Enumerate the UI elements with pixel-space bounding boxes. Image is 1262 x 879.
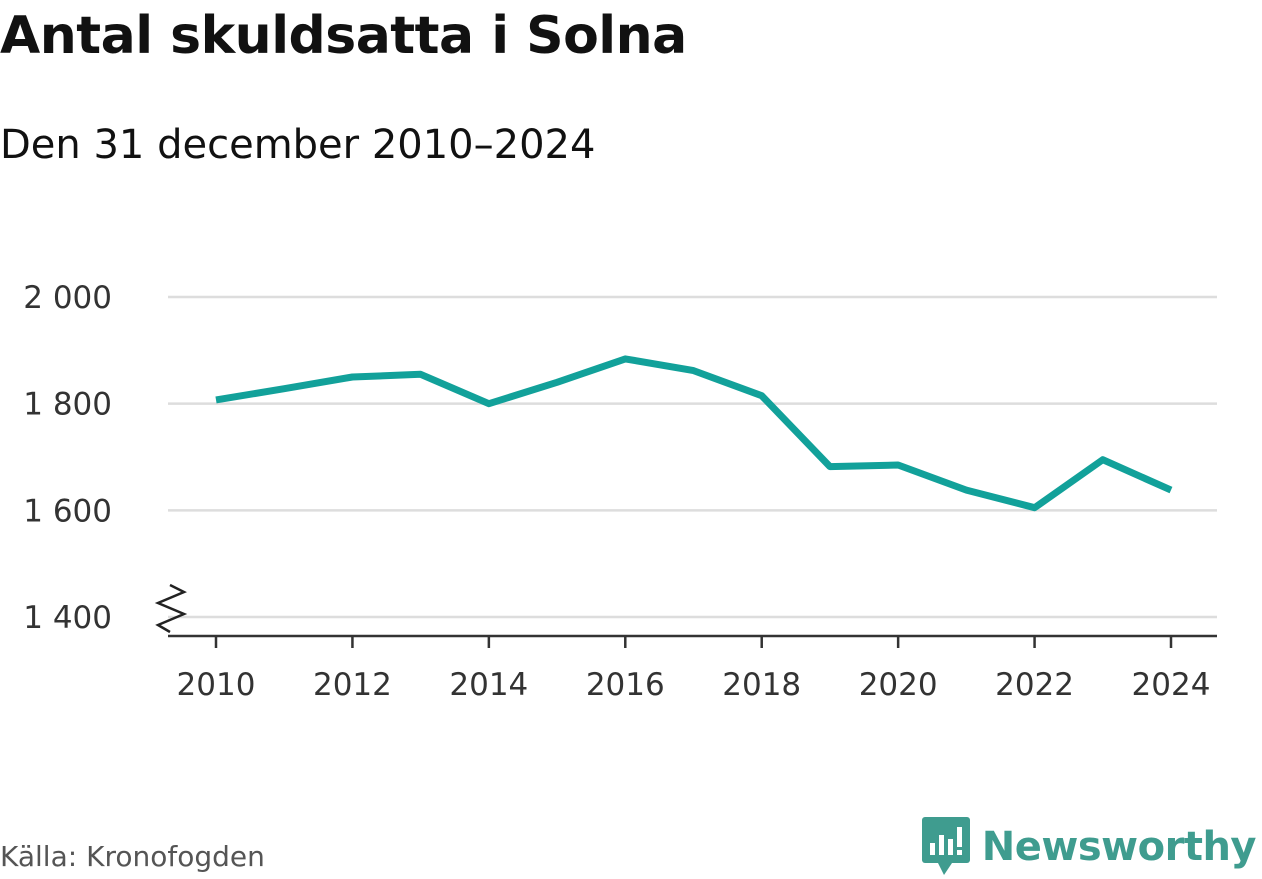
chart-subtitle: Den 31 december 2010–2024 (0, 122, 596, 168)
brand-logo: Newsworthy (921, 817, 1257, 877)
x-axis (154, 583, 1217, 648)
x-axis-labels: 2010 2012 2014 2016 2018 2020 2022 2024 (177, 667, 1211, 703)
y-tick-label: 1 400 (23, 600, 112, 636)
x-tick-label: 2014 (449, 667, 528, 703)
y-tick-label: 1 800 (23, 387, 112, 423)
x-tick-label: 2010 (177, 667, 256, 703)
series-layer (215, 355, 1173, 512)
x-tick-label: 2022 (995, 667, 1074, 703)
x-tick-label: 2018 (722, 667, 801, 703)
y-axis-labels: 1 400 1 600 1 800 2 000 (23, 280, 112, 636)
y-tick-label: 2 000 (23, 280, 112, 316)
series-line (215, 355, 1173, 512)
x-tick-label: 2016 (586, 667, 665, 703)
x-tick-label: 2020 (859, 667, 938, 703)
axis-break-icon (154, 583, 188, 634)
x-tick-label: 2012 (313, 667, 392, 703)
source-note: Källa: Kronofogden (0, 840, 265, 873)
chart-title: Antal skuldsatta i Solna (0, 6, 687, 66)
x-tick-label: 2024 (1132, 667, 1211, 703)
y-tick-label: 1 600 (23, 493, 112, 529)
brand-name: Newsworthy (981, 824, 1257, 870)
newsworthy-logo-icon (921, 817, 970, 875)
grid-lines (168, 295, 1217, 619)
